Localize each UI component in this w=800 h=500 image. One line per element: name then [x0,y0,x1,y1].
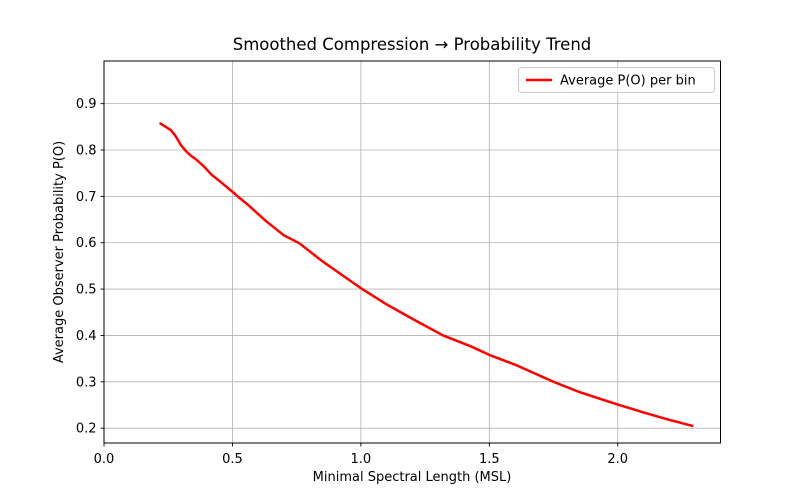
x-tick-labels: 0.0 0.5 1.0 1.5 2.0 [94,452,628,467]
plot-border [103,60,721,444]
x-tick-label: 1.5 [479,452,500,467]
legend-box [518,67,715,93]
y-tick-labels: 0.2 0.3 0.4 0.5 0.6 0.7 0.8 0.9 [76,97,97,437]
x-axis-ticks [103,443,619,447]
data-line [159,122,694,428]
y-tick-label: 0.4 [76,329,97,344]
x-tick-label: 0.5 [222,452,243,467]
y-tick-label: 0.7 [76,190,97,205]
x-tick-label: 2.0 [607,452,628,467]
legend: Average P(O) per bin [518,67,715,93]
legend-label: Average P(O) per bin [560,74,696,89]
y-tick-label: 0.2 [76,422,97,437]
grid [103,61,721,443]
y-tick-label: 0.3 [76,375,97,390]
y-tick-label: 0.6 [76,236,97,251]
series-group [159,122,694,428]
plot-area [104,61,721,443]
chart-title: Smoothed Compression → Probability Trend [233,35,592,54]
x-tick-label: 0.0 [94,452,115,467]
x-axis-label: Minimal Spectral Length (MSL) [313,470,512,485]
y-axis-label: Average Observer Probability P(O) [52,141,67,363]
y-tick-label: 0.8 [76,144,97,159]
y-axis-ticks [100,103,104,429]
y-tick-label: 0.9 [76,97,97,112]
x-tick-label: 1.0 [351,452,372,467]
y-tick-label: 0.5 [76,283,97,298]
